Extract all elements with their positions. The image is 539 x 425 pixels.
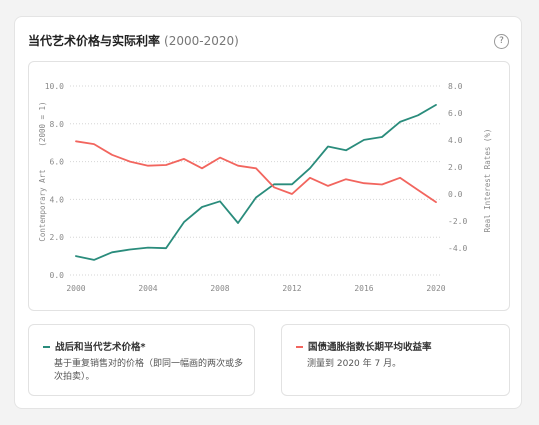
chart-title-text: 当代艺术价格与实际利率 bbox=[28, 34, 161, 48]
right-tick-label: 4.0 bbox=[448, 136, 463, 145]
chart-card: 当代艺术价格与实际利率 (2000-2020) ? 0.0 2.0 4.0 6.0 8.0… bbox=[14, 16, 522, 409]
x-tick-label: 2004 bbox=[138, 284, 157, 293]
right-tick-label: -4.0 bbox=[448, 244, 467, 253]
legend-rates-description: 测量到 2020 年 7 月。 bbox=[307, 359, 402, 369]
right-axis-title: Real Interest Rates (%) bbox=[483, 129, 492, 233]
right-tick-label: 6.0 bbox=[448, 109, 463, 118]
legend-art: 战后和当代艺术价格* 基于重复销售对的价格（即同一幅画的两次或多次拍卖）。 bbox=[28, 324, 255, 396]
chart-area: 0.0 2.0 4.0 6.0 8.0 10.0 -4.0 -2.0 0.0 2.0 4.0 6.0 8… bbox=[28, 61, 510, 311]
legend-rates-title: 国债通胀指数长期平均收益率 bbox=[296, 339, 432, 353]
x-tick-label: 2020 bbox=[426, 284, 445, 293]
right-tick-label: -2.0 bbox=[448, 217, 467, 226]
legend-art-title: 战后和当代艺术价格* bbox=[43, 339, 145, 353]
line-chart: 0.0 2.0 4.0 6.0 8.0 10.0 -4.0 -2.0 0.0 2.0 4.0 6.0 8… bbox=[38, 82, 492, 293]
left-tick-label: 4.0 bbox=[50, 195, 65, 204]
left-axis-title: Contemporary Art bbox=[38, 169, 47, 241]
chart-title: 当代艺术价格与实际利率 (2000-2020) bbox=[28, 32, 239, 49]
legend-art-label: 战后和当代艺术价格* bbox=[55, 342, 146, 353]
legend-rates-swatch bbox=[296, 345, 303, 348]
left-tick-label: 8.0 bbox=[50, 120, 65, 129]
right-tick-label: 0.0 bbox=[448, 190, 463, 199]
art-price-line bbox=[75, 104, 437, 261]
left-axis-note: (2000 = 1) bbox=[38, 101, 47, 146]
interest-rate-line bbox=[75, 140, 437, 204]
left-tick-label: 0.0 bbox=[50, 271, 65, 280]
right-tick-label: 8.0 bbox=[448, 82, 463, 91]
help-icon[interactable]: ? bbox=[494, 34, 509, 49]
left-tick-label: 10.0 bbox=[45, 82, 64, 91]
right-tick-label: 2.0 bbox=[448, 163, 463, 172]
left-tick-label: 2.0 bbox=[50, 233, 65, 242]
x-tick-label: 2000 bbox=[66, 284, 85, 293]
x-tick-label: 2008 bbox=[210, 284, 229, 293]
legend-rates: 国债通胀指数长期平均收益率 测量到 2020 年 7 月。 bbox=[281, 324, 510, 396]
x-tick-label: 2016 bbox=[354, 284, 373, 293]
chart-title-range: (2000-2020) bbox=[164, 34, 239, 48]
left-tick-label: 6.0 bbox=[50, 158, 65, 167]
legend-art-swatch bbox=[43, 345, 50, 348]
legend-rates-label: 国债通胀指数长期平均收益率 bbox=[308, 342, 432, 353]
legend-art-description: 基于重复销售对的价格（即同一幅画的两次或多次拍卖）。 bbox=[54, 359, 244, 382]
x-tick-label: 2012 bbox=[282, 284, 301, 293]
